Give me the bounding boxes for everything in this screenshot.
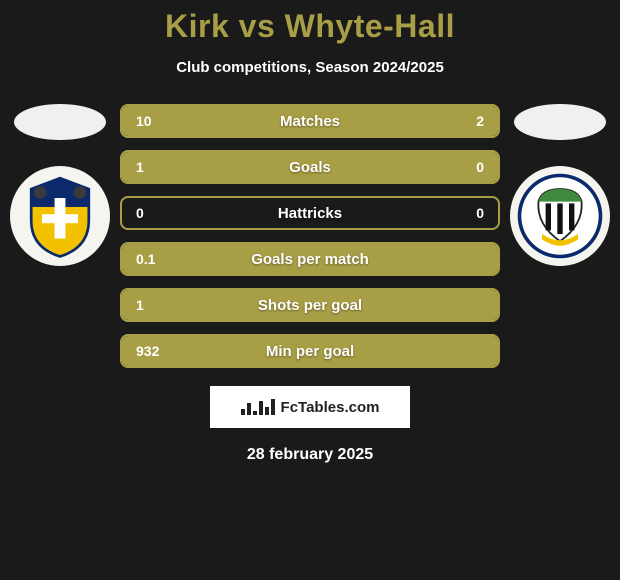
stat-row: 0.1 Goals per match <box>120 242 500 276</box>
stat-label: Hattricks <box>278 205 342 222</box>
fctables-badge[interactable]: FcTables.com <box>210 386 410 428</box>
stat-bar-left-fill <box>122 106 434 136</box>
stat-label: Goals per match <box>251 251 369 268</box>
stat-left-value: 1 <box>136 159 144 175</box>
stat-left-value: 0 <box>136 205 144 221</box>
stat-left-value: 932 <box>136 343 159 359</box>
stat-right-value: 2 <box>476 113 484 129</box>
stat-left-value: 10 <box>136 113 152 129</box>
stat-row: 0 Hattricks 0 <box>120 196 500 230</box>
stat-right-value: 0 <box>476 205 484 221</box>
left-crest <box>10 166 110 266</box>
right-crest-svg <box>515 171 605 261</box>
comparison-content: 10 Matches 2 1 Goals 0 0 Hattricks 0 0.1 Goals per… <box>0 104 620 368</box>
stat-left-value: 0.1 <box>136 251 155 267</box>
page-subtitle: Club competitions, Season 2024/2025 <box>0 59 620 76</box>
stat-row: 932 Min per goal <box>120 334 500 368</box>
fctables-label: FcTables.com <box>281 399 380 416</box>
left-crest-svg <box>15 171 105 261</box>
right-crest <box>510 166 610 266</box>
stat-right-value: 0 <box>476 159 484 175</box>
infographic-date: 28 february 2025 <box>0 446 620 464</box>
stat-row: 1 Shots per goal <box>120 288 500 322</box>
stat-label: Matches <box>280 113 340 130</box>
stat-label: Min per goal <box>266 343 354 360</box>
stat-label: Shots per goal <box>258 297 362 314</box>
stat-label: Goals <box>289 159 331 176</box>
fctables-bars-icon <box>241 399 275 415</box>
stat-left-value: 1 <box>136 297 144 313</box>
right-player-ellipse <box>514 104 606 140</box>
right-player-col <box>510 104 610 266</box>
stat-row: 1 Goals 0 <box>120 150 500 184</box>
left-player-col <box>10 104 110 266</box>
stat-row: 10 Matches 2 <box>120 104 500 138</box>
stat-bar-right-fill <box>434 106 498 136</box>
left-player-ellipse <box>14 104 106 140</box>
page-title: Kirk vs Whyte-Hall <box>0 0 620 45</box>
stat-bars: 10 Matches 2 1 Goals 0 0 Hattricks 0 0.1 Goals per… <box>120 104 500 368</box>
